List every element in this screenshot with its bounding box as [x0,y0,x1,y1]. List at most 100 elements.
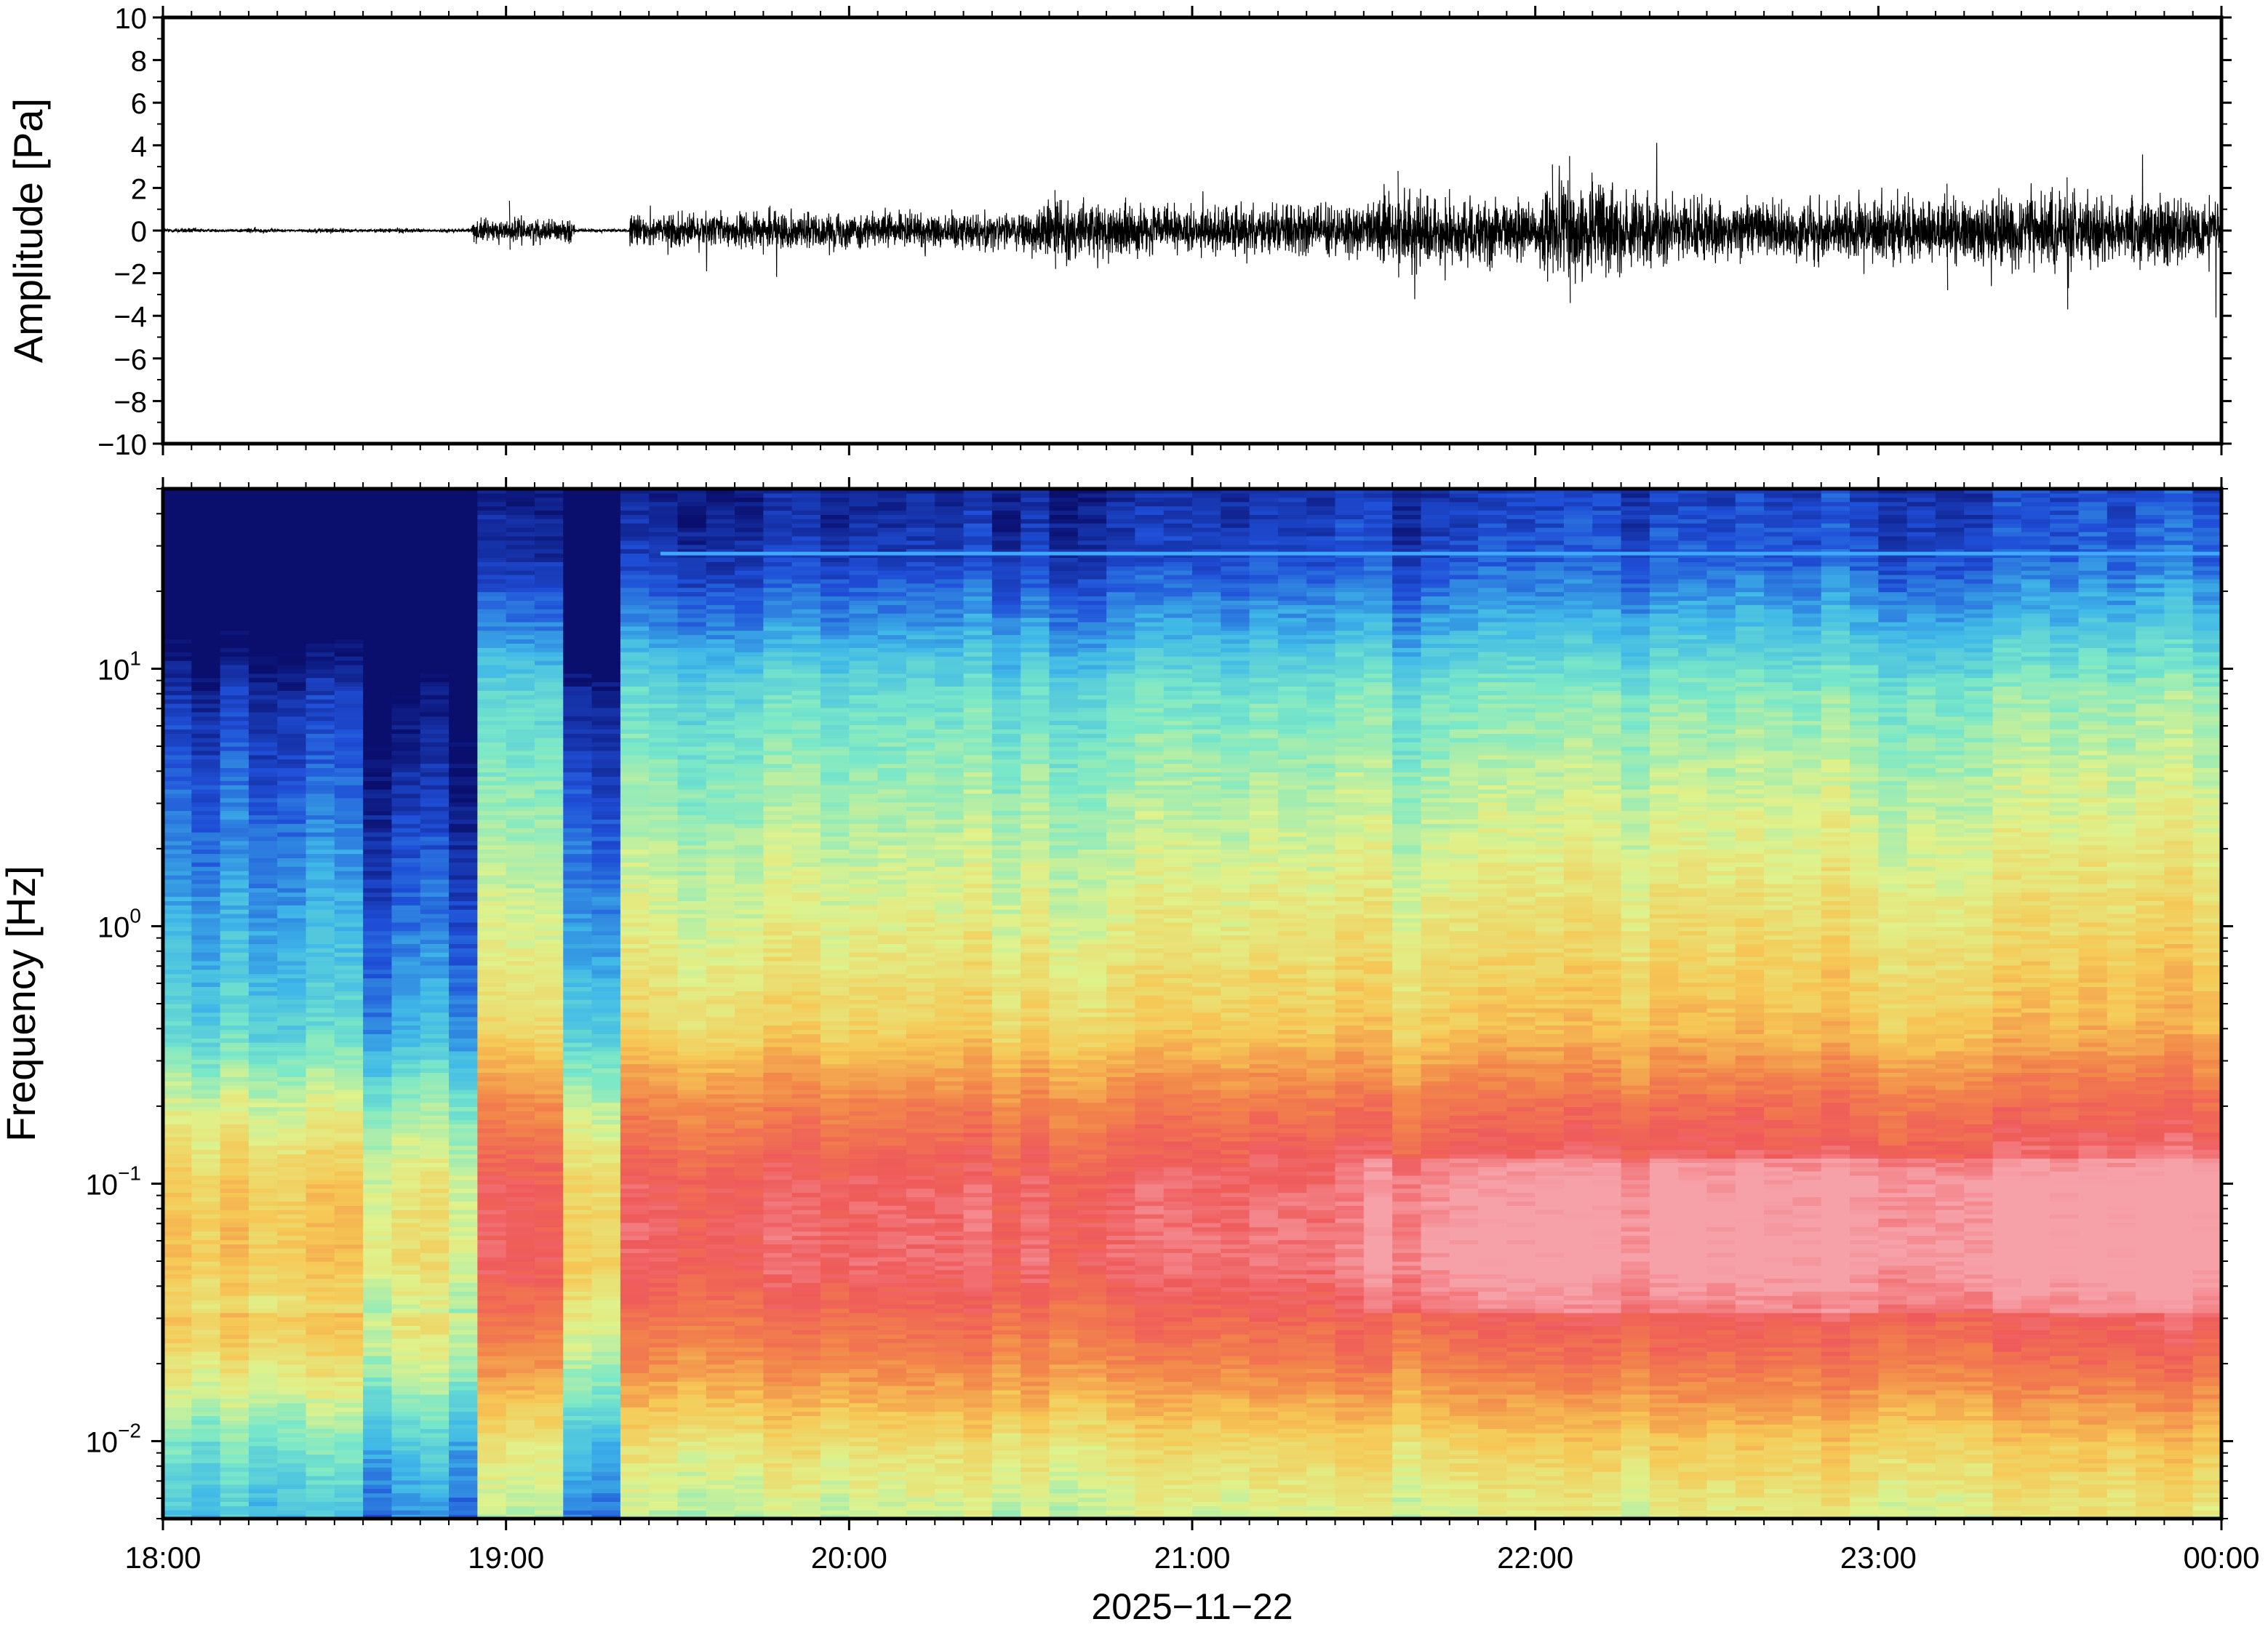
spectrogram-cell [506,1034,535,1039]
spectrogram-cell [620,631,650,636]
spectrogram-cell [277,1455,306,1460]
spectrogram-cell [620,742,650,747]
spectrogram-cell [620,682,650,687]
spectrogram-cell [220,836,249,842]
spectrogram-cell [449,1287,478,1292]
spectrogram-cell [678,1124,707,1129]
spectrogram-cell [363,1424,392,1429]
spectrogram-cell [477,1231,506,1236]
spectrogram-cell [477,1412,506,1417]
spectrogram-cell [649,729,678,734]
spectrogram-cell [506,1227,535,1232]
spectrogram-cell [363,948,392,953]
spectrogram-cell [335,703,364,708]
spectrogram-cell [592,793,621,799]
spectrogram-cell [363,892,392,898]
spectrogram-cell [391,1103,420,1108]
spectrogram-cell [563,1231,592,1236]
spectrogram-cell [592,918,621,923]
spectrogram-cell [563,656,592,661]
spectrogram-cell [592,1326,621,1331]
spectrogram-cell [191,647,220,652]
spectrogram-cell [506,922,535,927]
spectrogram-cell [163,1184,192,1189]
spectrogram-cell [220,1158,249,1163]
spectrogram-cell [706,643,735,648]
spectrogram-cell [506,1111,535,1116]
spectrogram-cell [477,1223,506,1228]
spectrogram-cell [535,1193,564,1198]
spectrogram-cell [620,1338,650,1343]
spectrogram-cell [335,712,364,717]
spectrogram-cell [220,596,249,601]
spectrogram-cell [363,686,392,691]
spectrogram-cell [449,1471,478,1476]
spectrogram-cell [420,961,450,966]
spectrogram-cell [391,1308,420,1314]
spectrogram-cell [620,1372,650,1378]
spectrogram-cell [506,1334,535,1339]
spectrogram-cell [191,523,220,528]
spectrogram-cell [191,1364,220,1370]
spectrogram-cell [506,1484,535,1490]
spectrogram-cell [420,922,450,927]
spectrogram-cell [706,1124,735,1129]
spectrogram-cell [506,1150,535,1155]
spectrogram-cell [277,1248,306,1253]
spectrogram-cell [306,1428,335,1434]
spectrogram-cell [678,1072,707,1077]
spectrogram-cell [477,536,506,541]
spectrogram-cell [363,1021,392,1026]
spectrogram-cell [163,866,192,871]
spectrogram-cell [506,850,535,855]
spectrogram-cell [191,1180,220,1185]
spectrogram-cell [620,927,650,932]
spectrogram-cell [220,1266,249,1271]
spectrogram-cell [620,1498,650,1503]
spectrogram-cell [277,1227,306,1232]
spectrogram-cell [620,1124,650,1129]
spectrogram-cell [277,956,306,962]
spectrogram-cell [592,1489,621,1494]
spectrogram-cell [535,879,564,884]
spectrogram-cell [535,631,564,636]
spectrogram-cell [277,1399,306,1404]
spectrogram-cell [363,841,392,846]
spectrogram-cell [477,604,506,609]
spectrogram-cell [335,1038,364,1043]
spectrogram-cell [249,1021,278,1026]
spectrogram-cell [477,712,506,717]
spectrogram-cell [363,553,392,559]
spectrogram-cell [191,716,220,721]
spectrogram-cell [363,1162,392,1167]
spectrogram-cell [277,592,306,597]
spectrogram-cell [678,974,707,979]
spectrogram-cell [391,1081,420,1086]
spectrogram-cell [391,1403,420,1408]
spectrogram-cell [306,708,335,713]
spectrogram-cell [191,845,220,850]
spectrogram-cell [592,712,621,717]
spectrogram-cell [420,798,450,803]
spectrogram-cell [420,669,450,674]
spectrogram-cell [163,1291,192,1296]
spectrogram-cell [706,1399,735,1404]
spectrogram-cell [249,1017,278,1022]
spectrogram-cell [391,755,420,760]
spectrogram-cell [506,1437,535,1442]
spectrogram-cell [649,1317,678,1322]
spectrogram-cell [420,768,450,773]
spectrogram-cell [678,746,707,751]
spectrogram-cell [706,1471,735,1476]
spectrogram-cell [449,1412,478,1417]
spectrogram-cell [249,1356,278,1361]
spectrogram-cell [477,1270,506,1275]
spectrogram-cell [535,699,564,704]
spectrogram-cell [363,1266,392,1271]
spectrogram-cell [277,1446,306,1451]
spectrogram-cell [592,1137,621,1142]
spectrogram-cell [592,1051,621,1056]
spectrogram-cell [420,647,450,652]
spectrogram-cell [220,1450,249,1455]
spectrogram-cell [306,1244,335,1249]
